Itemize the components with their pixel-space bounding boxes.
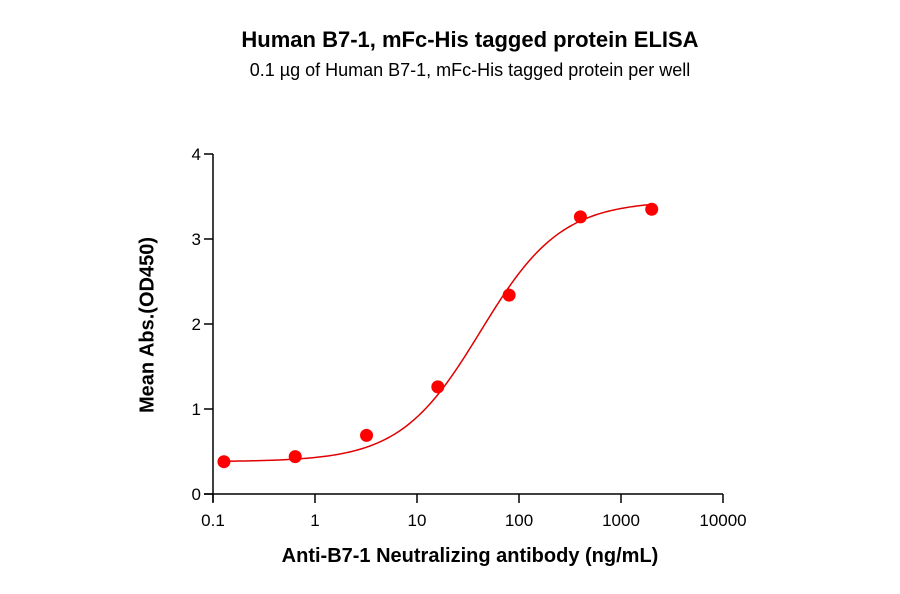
data-point	[431, 380, 445, 394]
chart-title: Human B7-1, mFc-His tagged protein ELISA	[241, 27, 699, 52]
x-tick-label: 100	[505, 511, 533, 530]
data-point	[645, 202, 659, 216]
x-tick-label: 10	[408, 511, 427, 530]
data-point	[502, 288, 516, 302]
x-tick-label: 0.1	[201, 511, 225, 530]
data-point	[288, 450, 302, 464]
x-tick-label: 1000	[602, 511, 640, 530]
data-point	[573, 210, 587, 224]
x-tick-label: 10000	[699, 511, 746, 530]
fit-curve	[223, 203, 652, 463]
y-tick-label: 2	[192, 315, 201, 334]
data-point	[217, 455, 231, 469]
y-tick-label: 3	[192, 230, 201, 249]
data-points	[217, 202, 659, 469]
axes: 0 1 2 3 4 0.1 1 10 100 1000 10000	[192, 145, 747, 530]
y-tick-label: 0	[192, 485, 201, 504]
x-axis-label: Anti-B7-1 Neutralizing antibody (ng/mL)	[281, 545, 659, 567]
chart-subtitle: 0.1 µg of Human B7-1, mFc-His tagged pro…	[249, 60, 691, 80]
data-point	[360, 428, 374, 442]
y-tick-label: 4	[192, 145, 201, 164]
y-tick-label: 1	[192, 400, 201, 419]
x-tick-label: 1	[310, 511, 319, 530]
